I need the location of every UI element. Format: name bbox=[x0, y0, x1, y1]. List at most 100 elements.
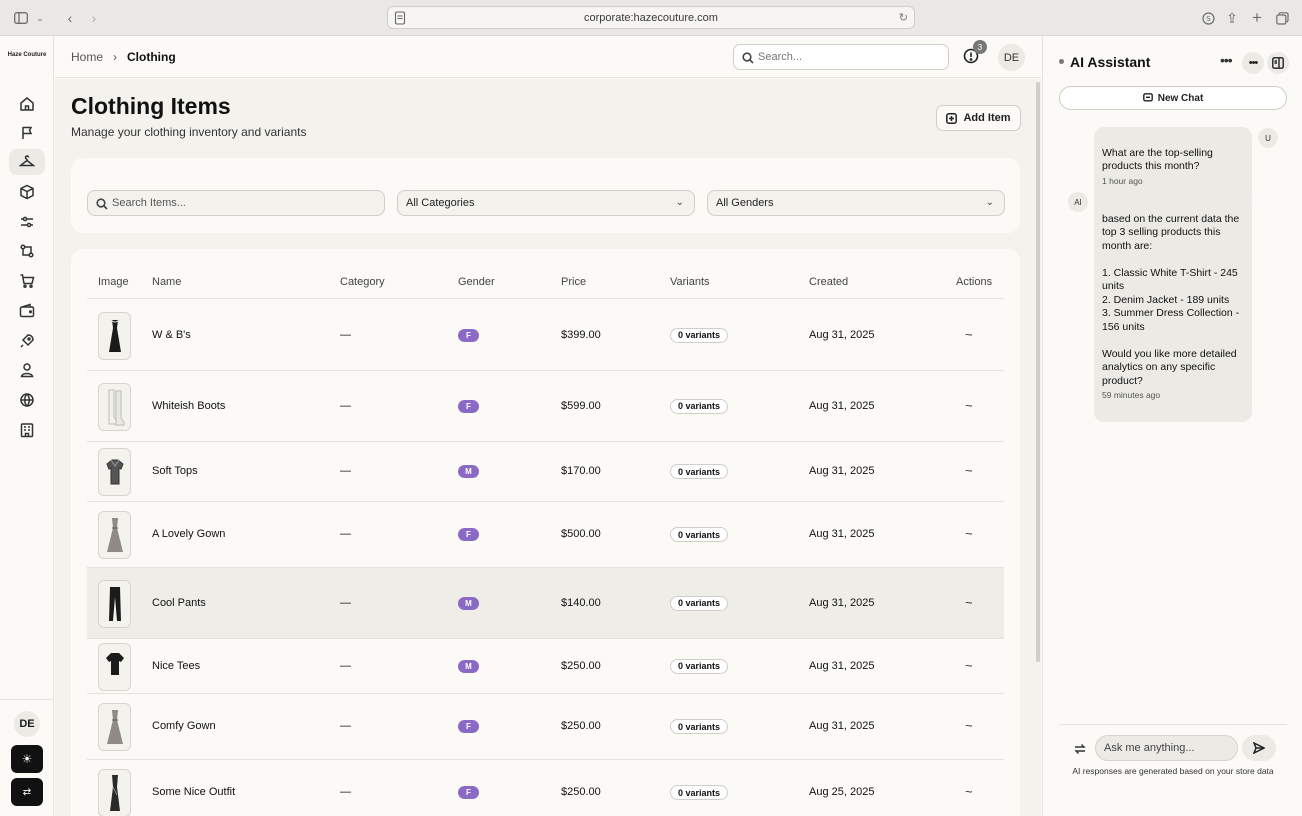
category-select-value: All Categories bbox=[406, 197, 475, 209]
variants-badge[interactable]: 0 variants bbox=[670, 464, 729, 479]
item-image[interactable] bbox=[98, 579, 131, 628]
item-price: $170.00 bbox=[561, 465, 601, 477]
main-scrollbar-thumb[interactable] bbox=[1036, 82, 1040, 662]
chat-input[interactable]: Ask me anything... bbox=[1095, 735, 1238, 761]
sidebar-item-workflows[interactable] bbox=[9, 238, 45, 264]
row-actions-button[interactable]: ~ bbox=[965, 718, 973, 733]
more-icon[interactable]: ••• bbox=[1220, 52, 1233, 68]
attachment-button[interactable] bbox=[1073, 742, 1087, 761]
notifications-button[interactable]: 3 bbox=[963, 40, 987, 66]
item-name[interactable]: Comfy Gown bbox=[152, 720, 216, 732]
item-image[interactable] bbox=[98, 448, 131, 496]
table-row[interactable]: Whiteish Boots — F $599.00 0 variants Aug 31,… bbox=[87, 371, 1004, 442]
sidebar-item-marketing[interactable] bbox=[9, 328, 45, 354]
back-icon[interactable]: ‹ bbox=[67, 10, 73, 26]
sidebar-item-settings[interactable] bbox=[9, 209, 45, 235]
add-item-label: Add Item bbox=[963, 112, 1011, 124]
item-name[interactable]: W & B's bbox=[152, 328, 191, 341]
item-image[interactable] bbox=[98, 511, 131, 559]
item-name[interactable]: A Lovely Gown bbox=[152, 528, 226, 540]
sidebar-item-clothing[interactable] bbox=[9, 149, 45, 175]
sidebar-toggle-icon[interactable] bbox=[11, 8, 31, 28]
item-name[interactable]: Soft Tops bbox=[152, 465, 198, 477]
sidebar-item-online-store[interactable] bbox=[9, 387, 45, 413]
sidebar-item-products[interactable] bbox=[9, 179, 45, 205]
variants-badge[interactable]: 0 variants bbox=[670, 327, 729, 343]
table-row[interactable]: Comfy Gown — F $250.00 0 variants Aug 31, 202… bbox=[87, 694, 1004, 760]
item-image[interactable] bbox=[98, 311, 131, 360]
table-row[interactable]: Nice Tees — M $250.00 0 variants Aug 31, 2025… bbox=[87, 639, 1004, 694]
share-icon[interactable]: ⇪ bbox=[1226, 9, 1238, 26]
reload-icon[interactable]: ↻ bbox=[898, 12, 908, 24]
table-row[interactable]: W & B's — F $399.00 0 variants Aug 31, 2025 ~ bbox=[87, 300, 1004, 371]
category-select[interactable]: All Categories ⌄ bbox=[397, 190, 695, 216]
variants-badge[interactable]: 0 variants bbox=[670, 527, 729, 542]
item-search-input[interactable]: Search Items... bbox=[87, 190, 385, 216]
browser-toolbar: ⌄ ‹ › corporate:hazecouture.com ↻ S ⇪ + bbox=[0, 0, 1302, 36]
sidebar-avatar[interactable]: DE bbox=[14, 711, 40, 737]
user-avatar[interactable]: DE bbox=[998, 44, 1025, 71]
table-row[interactable]: A Lovely Gown — F $500.00 0 variants Aug 31, … bbox=[87, 502, 1004, 568]
panel-toggle-button[interactable] bbox=[1267, 52, 1289, 74]
column-header-created[interactable]: Created bbox=[809, 276, 849, 288]
table-row[interactable]: Soft Tops — M $170.00 0 variants Aug 31, 2025… bbox=[87, 442, 1004, 502]
table-row[interactable]: Cool Pants — M $140.00 0 variants Aug 31, 202… bbox=[87, 568, 1004, 639]
table-row[interactable]: Some Nice Outfit — F $250.00 0 variants Aug 2… bbox=[87, 760, 1004, 816]
sidebar-item-orders[interactable] bbox=[9, 268, 45, 294]
sidebar-item-customers[interactable] bbox=[9, 357, 45, 383]
brand-logo[interactable]: Haze Couture bbox=[7, 52, 47, 58]
dress-icon bbox=[108, 319, 121, 352]
row-actions-button[interactable]: ~ bbox=[965, 526, 973, 541]
sidebar-item-payments[interactable] bbox=[9, 298, 45, 324]
item-name[interactable]: Whiteish Boots bbox=[152, 399, 226, 412]
row-actions-button[interactable]: ~ bbox=[965, 657, 973, 673]
column-header-price[interactable]: Price bbox=[561, 276, 587, 288]
item-name[interactable]: Nice Tees bbox=[152, 659, 201, 672]
item-category: — bbox=[340, 596, 351, 609]
column-header-variants[interactable]: Variants bbox=[670, 276, 710, 288]
new-chat-button[interactable]: New Chat bbox=[1059, 86, 1287, 110]
sidebar-collapse-button[interactable]: ⇄ bbox=[11, 778, 43, 806]
variants-badge[interactable]: 0 variants bbox=[670, 595, 729, 611]
options-button[interactable]: ••• bbox=[1242, 52, 1264, 74]
item-image[interactable] bbox=[98, 642, 131, 691]
row-actions-button[interactable]: ~ bbox=[965, 463, 973, 478]
sidebar-item-home[interactable] bbox=[9, 91, 45, 117]
column-header-gender[interactable]: Gender bbox=[458, 276, 495, 288]
variants-badge[interactable]: 0 variants bbox=[670, 785, 729, 800]
global-search-input[interactable]: Search... bbox=[733, 44, 949, 70]
send-button[interactable] bbox=[1242, 735, 1276, 761]
chat-input-placeholder: Ask me anything... bbox=[1104, 742, 1195, 754]
row-actions-button[interactable]: ~ bbox=[965, 326, 973, 342]
new-tab-icon[interactable]: + bbox=[1252, 8, 1262, 27]
item-image[interactable] bbox=[98, 703, 131, 751]
row-actions-button[interactable]: ~ bbox=[965, 594, 973, 610]
tabs-overview-icon[interactable] bbox=[1272, 8, 1292, 28]
address-bar[interactable]: corporate:hazecouture.com ↻ bbox=[387, 6, 915, 29]
column-header-category[interactable]: Category bbox=[340, 276, 385, 288]
add-item-button[interactable]: Add Item bbox=[936, 105, 1021, 131]
forward-icon[interactable]: › bbox=[91, 10, 97, 26]
variants-badge[interactable]: 0 variants bbox=[670, 719, 729, 734]
chevron-down-icon: ⌄ bbox=[675, 197, 684, 208]
breadcrumb: Home › Clothing bbox=[71, 50, 176, 64]
item-search-placeholder: Search Items... bbox=[112, 197, 186, 209]
ai-panel-title: AI Assistant bbox=[1070, 54, 1151, 70]
row-actions-button[interactable]: ~ bbox=[965, 784, 973, 799]
gender-select[interactable]: All Genders ⌄ bbox=[707, 190, 1005, 216]
item-image[interactable] bbox=[98, 382, 131, 431]
breadcrumb-home[interactable]: Home bbox=[71, 50, 104, 64]
sidebar-item-stores[interactable] bbox=[9, 417, 45, 443]
item-name[interactable]: Some Nice Outfit bbox=[152, 786, 236, 798]
chevron-down-icon[interactable]: ⌄ bbox=[36, 12, 44, 23]
row-actions-button[interactable]: ~ bbox=[965, 397, 973, 413]
tee-icon bbox=[105, 652, 124, 675]
theme-toggle-button[interactable]: ☀ bbox=[11, 745, 43, 773]
sidebar-item-flag[interactable] bbox=[9, 120, 45, 146]
extension-icon[interactable]: S bbox=[1198, 8, 1218, 28]
variants-badge[interactable]: 0 variants bbox=[670, 398, 729, 414]
variants-badge[interactable]: 0 variants bbox=[670, 658, 729, 674]
column-header-name[interactable]: Name bbox=[152, 276, 182, 288]
item-name[interactable]: Cool Pants bbox=[152, 596, 206, 609]
item-image[interactable] bbox=[98, 769, 131, 816]
